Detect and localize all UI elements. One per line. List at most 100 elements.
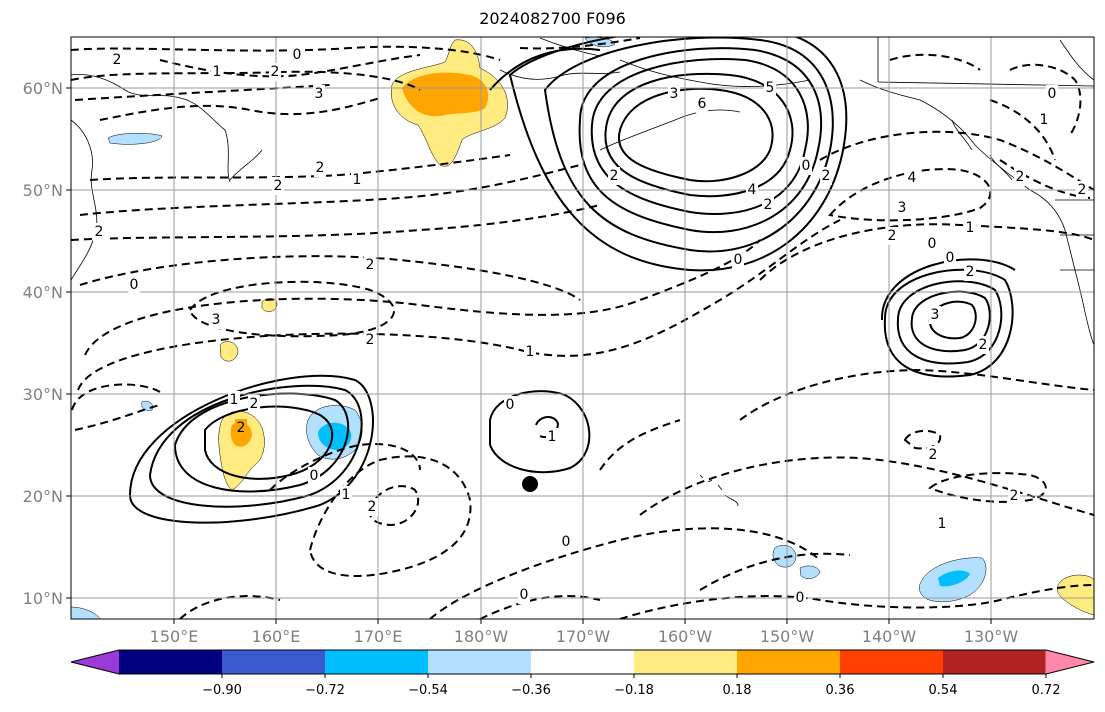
- longitude-label: 170°W: [556, 627, 611, 646]
- contour-label: 2: [764, 197, 773, 213]
- contour-label: 2: [368, 499, 377, 515]
- longitude-label: 180°W: [454, 627, 509, 646]
- longitude-label: 160°E: [252, 627, 301, 646]
- contour-label: 2: [366, 257, 375, 273]
- longitude-labels: 150°E 160°E 170°E 180°W 170°W 160°W 150°W 140°W…: [150, 619, 1019, 646]
- contour-label: 2: [271, 64, 280, 80]
- fill-patch: [219, 341, 239, 362]
- contour-label: 1: [353, 172, 362, 188]
- latitude-labels: 60°N 50°N 40°N 30°N 20°N 10°N: [23, 79, 71, 608]
- storm-marker: [522, 476, 538, 492]
- fill-patch: [938, 570, 970, 587]
- contour-label: 0: [1048, 86, 1057, 102]
- contour-label: 0: [293, 47, 302, 63]
- fill-patch: [772, 545, 797, 568]
- fill-patch: [141, 400, 153, 411]
- contour-label: 0: [928, 236, 937, 252]
- contour-label: 0: [734, 252, 743, 268]
- colorbar-segment: [325, 650, 429, 674]
- colorbar-tick-label: −0.72: [305, 683, 345, 698]
- colorbar-segment: [531, 650, 635, 674]
- colorbar-segment: [840, 650, 944, 674]
- contour-label: 1: [938, 516, 947, 532]
- contour-label: 2: [966, 264, 975, 280]
- colorbar-tick-label: 0.72: [1032, 683, 1061, 698]
- longitude-label: 130°W: [964, 627, 1019, 646]
- contour-label: 3: [898, 200, 907, 216]
- latitude-label: 60°N: [23, 79, 63, 98]
- contour-labels: 2 1 2 2 2 1 3 0 2 0 2 3 2 1 1 2 2 0 1 2 …: [93, 46, 1088, 607]
- latitude-label: 10°N: [23, 589, 63, 608]
- contour-label: 1: [342, 487, 351, 503]
- latitude-label: 20°N: [23, 487, 63, 506]
- contour-label: 0: [506, 397, 515, 413]
- contour-label: 1: [548, 429, 557, 445]
- contour-label: 0: [796, 590, 805, 606]
- colorbar-tick-label: 0.18: [723, 683, 752, 698]
- contour-label: 3: [315, 86, 324, 102]
- longitude-label: 150°W: [760, 627, 815, 646]
- contour-label: 2: [274, 178, 283, 194]
- contour-label: 0: [310, 468, 319, 484]
- contour-label: 2: [1010, 488, 1019, 504]
- solid-contours: [128, 37, 1016, 524]
- fill-patch: [799, 565, 821, 579]
- longitude-label: 160°W: [658, 627, 713, 646]
- colorbar-outline: [70, 649, 1095, 675]
- latitude-label: 30°N: [23, 385, 63, 404]
- contour-label: 2: [888, 228, 897, 244]
- colorbar-tick-label: −0.90: [202, 683, 242, 698]
- fill-patch: [318, 422, 352, 450]
- colorbar-tick-label: −0.36: [511, 683, 551, 698]
- contour-label: 1: [1040, 112, 1049, 128]
- colorbar-segment: [634, 650, 738, 674]
- contour-label: 3: [670, 86, 679, 102]
- contour-label: 2: [1016, 169, 1025, 185]
- fill-patch: [261, 298, 278, 312]
- contour-label: 2: [1078, 182, 1087, 198]
- longitude-label: 150°E: [150, 627, 199, 646]
- contour-label: 0: [562, 534, 571, 550]
- contour-label: 5: [766, 80, 775, 96]
- contour-label: 2: [95, 224, 104, 240]
- shaded-fields: [71, 37, 1094, 619]
- colorbar-segment: [222, 650, 326, 674]
- contour-label: 4: [748, 182, 757, 198]
- fill-patch: [71, 606, 101, 619]
- contour-label: 2: [316, 160, 325, 176]
- contour-label: 2: [822, 168, 831, 184]
- longitude-label: 140°W: [862, 627, 917, 646]
- colorbar-segment: [428, 650, 532, 674]
- contour-label: 2: [979, 337, 988, 353]
- contour-label: 1: [966, 220, 975, 236]
- contour-label: 1: [526, 344, 535, 360]
- colorbar-extend-low: [71, 650, 120, 674]
- colorbar-tick-label: 0.36: [826, 683, 855, 698]
- contour-label: 0: [130, 277, 139, 293]
- contour-label: 6: [698, 96, 707, 112]
- contour-label: 2: [366, 332, 375, 348]
- contour-label: 2: [250, 396, 259, 412]
- contour-label: 2: [113, 52, 122, 68]
- contour-label: 1: [213, 64, 222, 80]
- contour-label: 2: [610, 168, 619, 184]
- colorbar-segment: [119, 650, 223, 674]
- contour-label: 4: [908, 170, 917, 186]
- contour-label: 3: [931, 307, 940, 323]
- colorbar: −0.90 −0.72 −0.54 −0.36 −0.18 0.18 0.36 0.54 0.7…: [70, 649, 1095, 698]
- latitude-label: 50°N: [23, 181, 63, 200]
- longitude-label: 170°E: [354, 627, 403, 646]
- fill-patch: [107, 133, 163, 145]
- colorbar-tick-label: 0.54: [929, 683, 958, 698]
- colorbar-extend-high: [1045, 650, 1094, 674]
- colorbar-tick-label: −0.18: [614, 683, 654, 698]
- dashed-contours: [71, 37, 1094, 619]
- colorbar-tick-label: −0.54: [408, 683, 448, 698]
- gridlines: [71, 37, 1094, 619]
- latitude-label: 40°N: [23, 283, 63, 302]
- fill-patch: [402, 72, 489, 117]
- contour-label: 2: [929, 447, 938, 463]
- contour-label: 0: [802, 158, 811, 174]
- contour-label: 0: [520, 587, 529, 603]
